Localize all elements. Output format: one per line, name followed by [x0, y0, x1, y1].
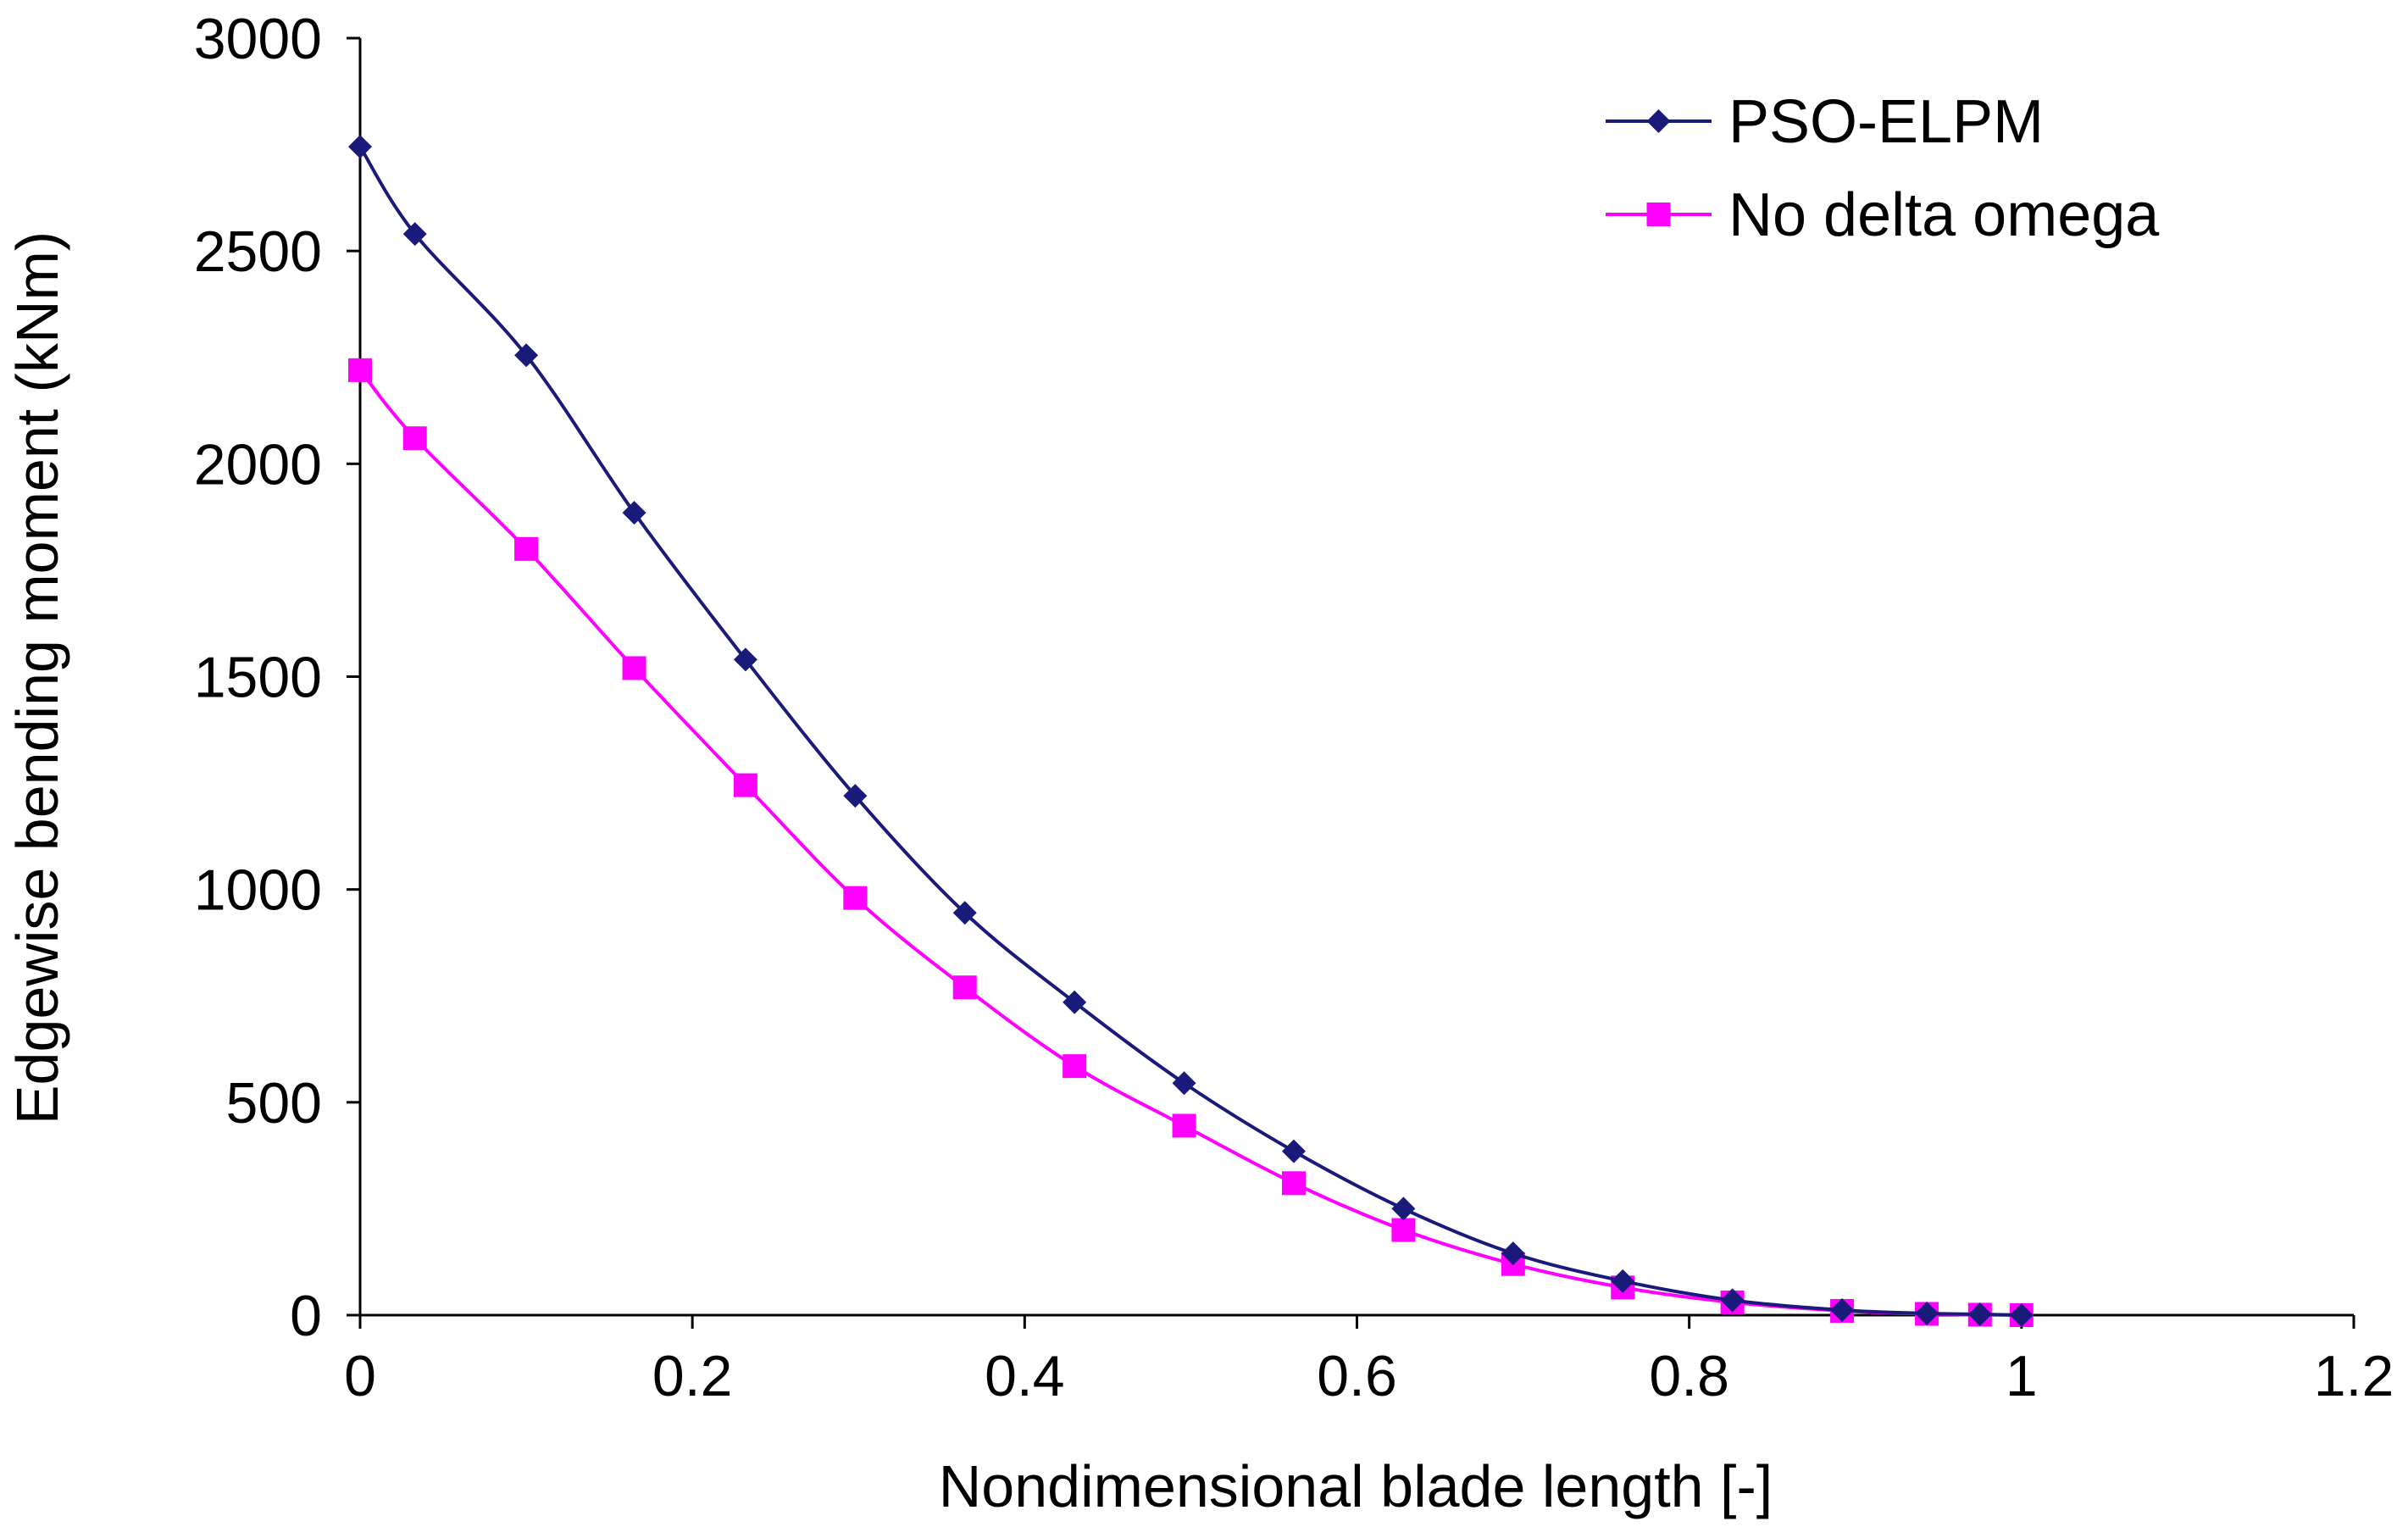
- y-axis-ticks: 0 500 1000 1500 2000 2500 3000: [194, 7, 360, 1348]
- data-point: [348, 135, 372, 159]
- x-axis-ticks: 0 0.2 0.4 0.6 0.8 1 1.2: [344, 1315, 2394, 1408]
- data-point: [2009, 1303, 2033, 1327]
- data-point: [1172, 1071, 1196, 1096]
- series-line: [358, 146, 2022, 1317]
- y-tick-label: 2500: [194, 219, 322, 284]
- data-point: [952, 901, 977, 925]
- data-point: [1281, 1139, 1306, 1163]
- x-tick-label: 0.4: [985, 1344, 1065, 1408]
- data-point: [622, 501, 646, 525]
- data-point: [1830, 1297, 1855, 1322]
- data-point: [843, 886, 868, 910]
- data-point: [733, 647, 757, 672]
- legend-label: PSO-ELPM: [1728, 88, 2044, 156]
- legend-marker: [1646, 203, 1671, 226]
- x-tick-label: 0.2: [652, 1344, 733, 1408]
- legend: PSO-ELPM No delta omega: [1606, 88, 2160, 249]
- data-point: [402, 222, 427, 247]
- data-point: [1967, 1302, 1992, 1326]
- data-point: [1501, 1241, 1525, 1266]
- data-point: [1720, 1288, 1745, 1313]
- legend-marker: [1646, 109, 1671, 133]
- data-point: [1172, 1113, 1196, 1138]
- legend-item: No delta omega: [1606, 181, 2160, 249]
- x-tick-label: 0.6: [1317, 1344, 1397, 1408]
- data-point: [622, 656, 646, 680]
- data-point: [843, 784, 868, 808]
- data-point: [402, 426, 427, 451]
- y-axis-title: Edgewise bending moment (kNm): [4, 231, 70, 1124]
- data-point: [1063, 1054, 1087, 1079]
- x-tick-label: 1: [2006, 1344, 2038, 1408]
- y-tick-label: 1500: [194, 646, 322, 710]
- data-point: [1281, 1171, 1306, 1196]
- data-point: [1063, 990, 1087, 1014]
- data-point: [514, 343, 539, 368]
- legend-item: PSO-ELPM: [1606, 88, 2044, 156]
- legend-label: No delta omega: [1728, 181, 2160, 249]
- data-point: [1391, 1197, 1416, 1221]
- x-tick-label: 1.2: [2314, 1344, 2394, 1408]
- data-point: [514, 536, 539, 561]
- x-axis-title: Nondimensional blade length [-]: [939, 1453, 1773, 1519]
- series-pso-elpm: [348, 135, 2033, 1327]
- data-point: [733, 773, 757, 797]
- data-point: [1611, 1269, 1635, 1293]
- y-tick-label: 0: [290, 1284, 322, 1348]
- y-tick-label: 500: [226, 1071, 322, 1135]
- series-layer: [348, 135, 2033, 1327]
- data-point: [1391, 1218, 1416, 1242]
- y-tick-label: 3000: [194, 7, 322, 71]
- y-tick-label: 2000: [194, 432, 322, 497]
- x-tick-label: 0: [344, 1344, 376, 1408]
- y-tick-label: 1000: [194, 858, 322, 923]
- x-tick-label: 0.8: [1649, 1344, 1729, 1408]
- data-point: [952, 975, 977, 1000]
- data-point: [348, 358, 372, 382]
- data-point: [1915, 1301, 1939, 1325]
